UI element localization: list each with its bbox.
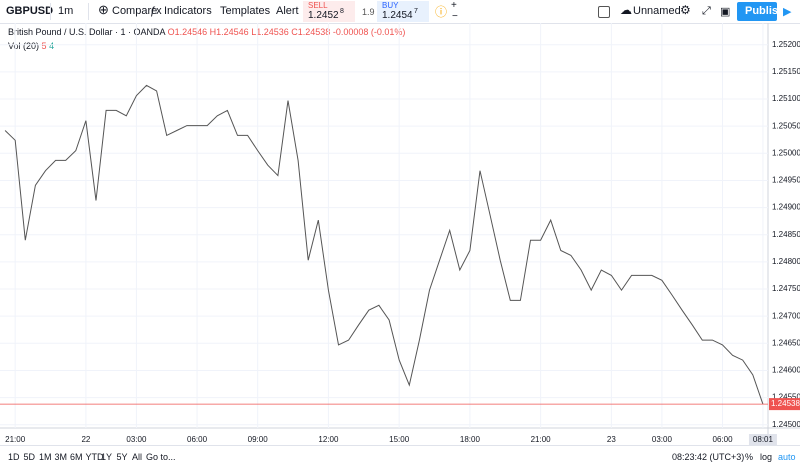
publish-button[interactable] [737,2,777,21]
buy-pip: 7 [414,8,418,15]
toolbar: GBPUSD 1m ⊕ Compare ƒx Indicators Templa… [0,0,800,24]
checkbox[interactable] [598,6,610,18]
change: -0.00008 (-0.01%) [332,27,406,37]
sell-label: SELL [308,1,328,10]
templates[interactable]: Templates [220,5,271,17]
range-button[interactable]: 6M [70,452,83,462]
goto[interactable]: Go to... [146,452,176,462]
clock: 08:23:42 (UTC+3) [672,452,745,462]
y-tick-label: 1.24750 [772,284,800,293]
instrument: British Pound / U.S. Dollar · 1 · OANDA [8,27,166,37]
log[interactable]: log [760,452,773,462]
x-tick-label: 18:00 [460,435,481,444]
x-tick-label: 21:00 [5,435,26,444]
compare-icon: ⊕ [98,2,109,17]
layout-name[interactable]: Unnamed [633,5,681,17]
range-button[interactable]: 1D [8,452,20,462]
fullscreen-icon[interactable]: ⤢ [702,5,711,17]
buy-label: BUY [382,1,399,10]
info-icon[interactable]: ⓘ [435,5,448,19]
x-tick-label: 15:00 [389,435,410,444]
range-button[interactable]: YTD [85,452,104,462]
range-button[interactable]: 3M [54,452,68,462]
symbol[interactable]: GBPUSD [6,5,54,17]
range-button[interactable]: 5Y [116,452,128,462]
x-tick-label: 03:00 [652,435,673,444]
separator [50,3,51,20]
y-tick-label: 1.25150 [772,67,800,76]
y-tick-label: 1.24500 [772,420,800,429]
x-tick-label: 03:00 [126,435,147,444]
y-tick-label: 1.25100 [772,94,800,103]
x-tick-label: 21:00 [531,435,552,444]
range-button[interactable]: All [132,452,143,462]
y-tick-label: 1.25000 [772,148,800,157]
last-price-box [769,398,800,411]
y-tick-label: 1.24950 [772,176,800,185]
y-tick-label: 1.25050 [772,121,800,130]
x-tick-label: 23 [607,435,616,444]
close: C1.24538 [291,27,331,37]
x-tick-label: 12:00 [318,435,339,444]
chart: 1.24500 1.24550 1.24600 1.24650 1.24700 1.247… [0,23,800,445]
spread: 1.9 [362,7,375,17]
camera-icon[interactable]: ▣ [720,6,731,18]
y-tick-label: 1.24650 [772,338,800,347]
x-tick-label: 06:00 [713,435,734,444]
y-tick-label: 1.24700 [772,311,800,320]
volume: Vol (20) [8,41,40,51]
y-tick-label: 1.25200 [772,40,800,49]
price-line [4,84,764,405]
compare[interactable]: Compare [112,5,158,17]
y-tick-label: 1.24800 [772,257,800,266]
sell-box[interactable] [303,1,355,22]
x-tick-label: 22 [81,435,90,444]
percent[interactable]: % [745,452,754,462]
range-button[interactable]: 5D [23,452,36,462]
last-price-label: 1.24538 [771,399,800,408]
buy-price: 1.2454 [382,10,413,21]
x-tick-label: 09:00 [248,435,269,444]
auto[interactable]: auto [778,452,796,462]
x-tick-label: 06:00 [187,435,208,444]
volume-row: Vol (20) 5 4 [8,41,54,51]
y-tick-label: 1.24600 [772,366,800,375]
plus[interactable]: + [451,0,457,11]
bottom-bar: Go to... 08:23:42 (UTC+3) % log auto 1D 5… [0,445,800,466]
y-tick-label: 1.24850 [772,230,800,239]
play-icon[interactable]: ▶ [783,6,792,18]
cloud-icon: ☁ [620,3,632,17]
sell-price: 1.2452 [308,10,339,21]
buy-box[interactable] [377,1,429,22]
x-tick-label: 08:01 [753,435,774,444]
high: H1.24546 [209,27,249,37]
publish: Publish [745,5,785,17]
open: O1.24546 [167,27,208,37]
indicators[interactable]: Indicators [164,5,212,17]
time-cursor-box [748,434,777,445]
volume-b: 4 [49,41,55,51]
alert[interactable]: Alert [276,5,299,17]
settings-icon[interactable]: ⚙ [680,3,691,17]
y-tick-label: 1.24550 [772,393,800,402]
interval[interactable]: 1m [58,5,74,17]
range-button[interactable]: 1Y [101,452,113,462]
range-button[interactable]: 1M [39,452,52,462]
volume-a: 5 [41,41,47,51]
separator [88,3,89,20]
y-tick-label: 1.24900 [772,203,800,212]
legend-row: British Pound / U.S. Dollar · 1 · OANDA … [8,27,405,37]
minus[interactable]: − [452,11,458,22]
indicators-icon: ƒx [150,5,162,17]
sell-pip: 8 [340,8,344,15]
low: L1.24536 [251,27,289,37]
